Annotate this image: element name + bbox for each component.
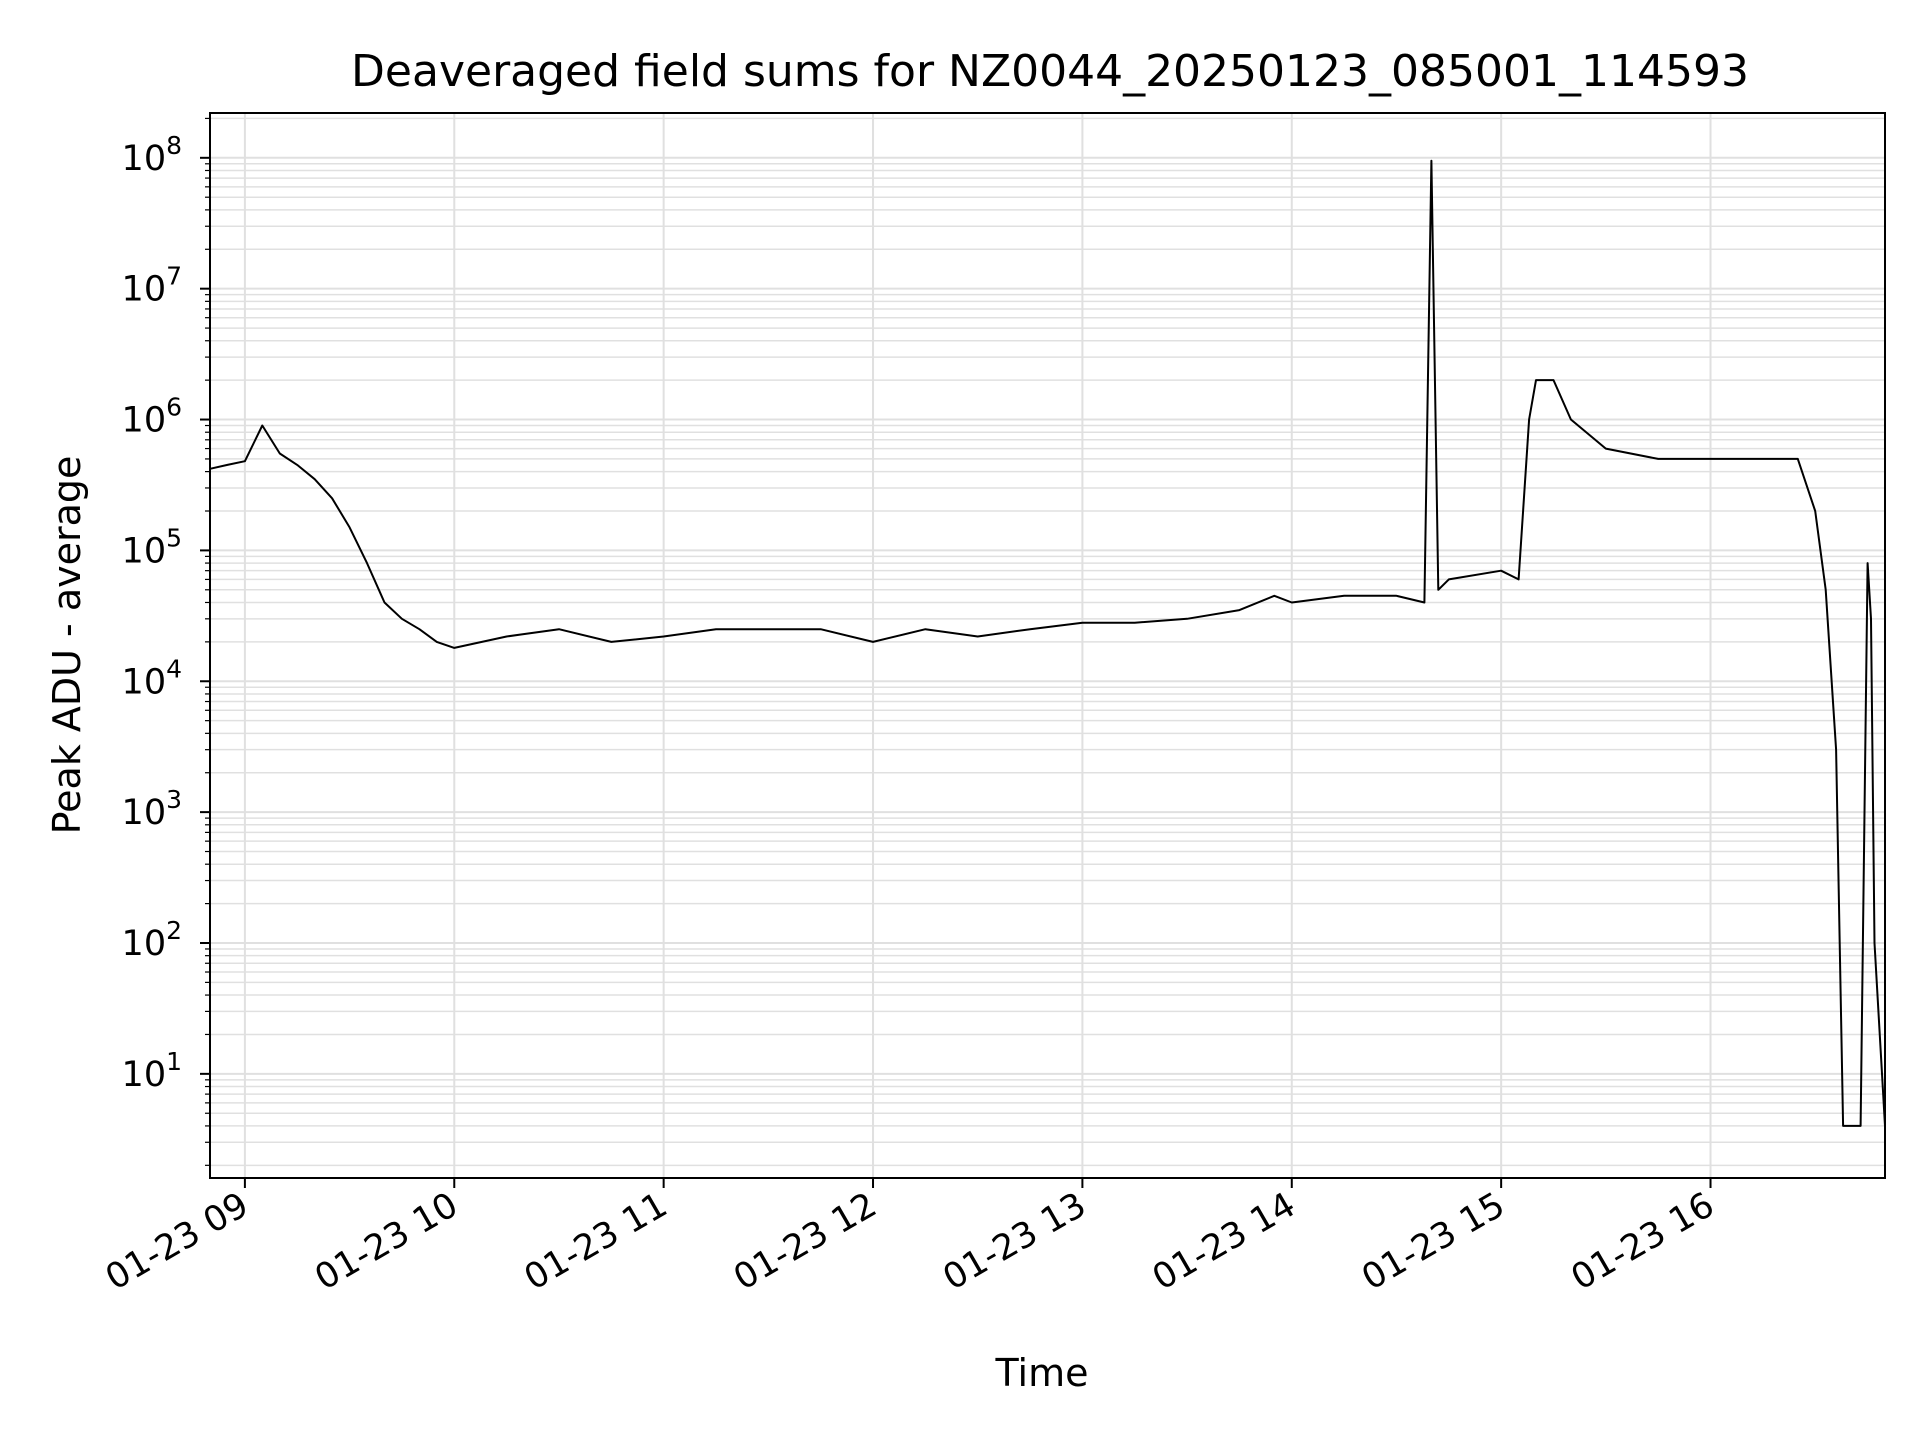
x-tick-label: 01-23 15 [1355, 1185, 1511, 1298]
x-tick-label: 01-23 16 [1565, 1185, 1721, 1298]
series-line-group [209, 159, 1886, 1127]
x-tick-label: 01-23 12 [727, 1185, 883, 1298]
series-line [209, 159, 1886, 1127]
y-tick-label: 105 [122, 523, 182, 571]
y-axis-label: Peak ADU - average [45, 456, 89, 835]
x-tick-label: 01-23 14 [1146, 1185, 1302, 1298]
x-tick-label: 01-23 13 [937, 1185, 1093, 1298]
chart-title: Deaveraged field sums for NZ0044_2025012… [351, 46, 1749, 97]
grid [210, 113, 1885, 1178]
x-axis-ticks: 01-23 09 01-23 10 01-23 11 01-23 12 01-23 13… [99, 1178, 1721, 1298]
y-tick-label: 108 [122, 131, 182, 179]
y-tick-label: 107 [122, 262, 182, 310]
y-tick-label: 103 [122, 785, 182, 833]
y-tick-label: 106 [122, 393, 182, 441]
y-tick-label: 104 [122, 654, 182, 702]
plot-frame [209, 112, 1886, 1179]
y-tick-label: 101 [122, 1047, 182, 1095]
x-axis-label: Time [995, 1351, 1089, 1395]
y-axis-ticks: 101 102 103 104 105 106 107 108 [122, 117, 210, 1166]
y-tick-label: 102 [122, 916, 182, 964]
x-tick-label: 01-23 11 [518, 1185, 674, 1298]
x-tick-label: 01-23 10 [308, 1185, 464, 1298]
x-tick-label: 01-23 09 [99, 1185, 255, 1298]
